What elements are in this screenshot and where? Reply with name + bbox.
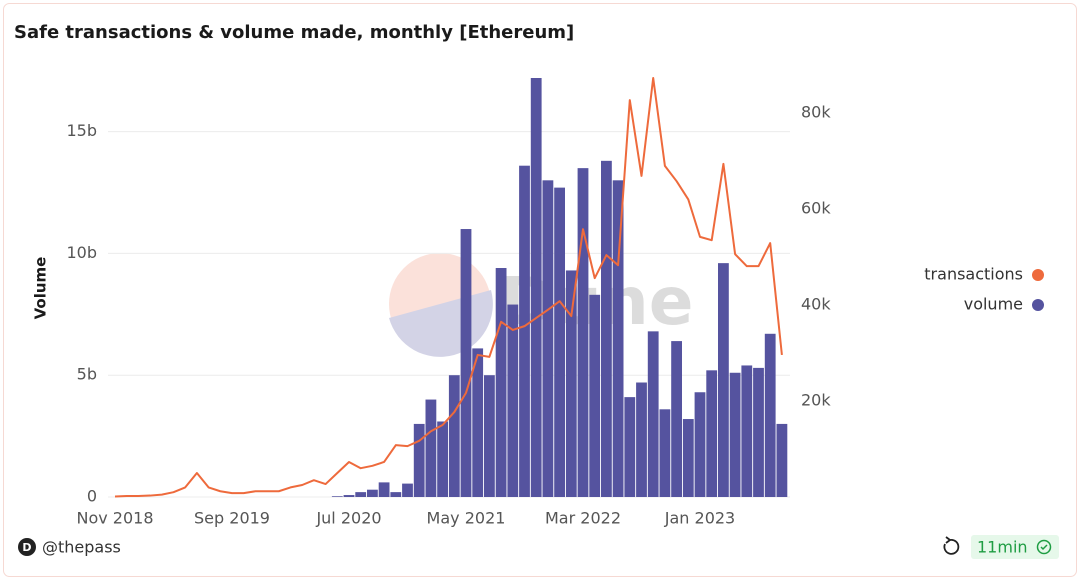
- bar: [589, 294, 601, 497]
- bar: [378, 482, 390, 497]
- author: @thepass: [42, 538, 121, 557]
- bar: [682, 419, 694, 497]
- y2-tick-label: 60k: [801, 199, 831, 218]
- x-tick-label: May 2021: [427, 509, 506, 528]
- bar: [355, 492, 367, 497]
- bar: [554, 187, 565, 498]
- refresh-age: 11min: [977, 538, 1028, 557]
- y-tick-label: 10b: [66, 243, 97, 262]
- y-tick-label: 15b: [66, 121, 97, 140]
- refresh-icon[interactable]: [943, 536, 960, 555]
- bar: [542, 180, 554, 497]
- bar: [718, 263, 729, 497]
- bar: [764, 333, 776, 497]
- bar: [671, 341, 682, 497]
- x-tick-label: Nov 2018: [76, 509, 153, 528]
- x-tick-label: Jan 2023: [664, 509, 735, 528]
- legend-label: volume: [964, 295, 1023, 314]
- bar: [390, 492, 402, 497]
- bar: [425, 399, 437, 497]
- bar: [647, 331, 659, 497]
- refresh-badge: [971, 535, 1059, 559]
- y2-tick-label: 80k: [801, 103, 831, 122]
- x-tick-label: Jul 2020: [315, 509, 381, 528]
- bar: [413, 423, 425, 497]
- bar: [448, 375, 460, 497]
- bar: [706, 370, 718, 497]
- check-icon: [1036, 539, 1052, 555]
- bar: [402, 483, 413, 497]
- bar: [565, 270, 577, 497]
- bar: [472, 348, 484, 497]
- bar: [741, 365, 753, 497]
- bar: [367, 489, 378, 497]
- lines: [114, 77, 783, 498]
- check-mark: [1040, 544, 1048, 551]
- legend-label: transactions: [924, 265, 1023, 284]
- y-tick-label: 0: [87, 487, 97, 506]
- bar: [577, 168, 589, 497]
- bar: [753, 367, 764, 497]
- bar: [484, 375, 495, 497]
- bar: [624, 397, 636, 497]
- bars: [331, 78, 788, 498]
- bar: [331, 496, 343, 497]
- y2-tick-label: 20k: [801, 391, 831, 410]
- bar: [601, 160, 612, 498]
- bar: [612, 180, 624, 497]
- y-tick-label: 5b: [77, 365, 97, 384]
- y2-tick-label: 40k: [801, 295, 831, 314]
- y-axis-label: Volume: [32, 257, 50, 320]
- bar: [776, 423, 788, 497]
- bar: [437, 421, 448, 497]
- bar: [659, 409, 671, 497]
- bar: [636, 382, 647, 497]
- bar: [495, 268, 507, 497]
- bar: [519, 165, 530, 497]
- author-icon: [18, 538, 36, 556]
- chart-title: Safe transactions & volume made, monthly…: [14, 22, 574, 43]
- x-tick-label: Mar 2022: [545, 509, 621, 528]
- bar: [460, 229, 472, 497]
- legend-swatch: [1032, 299, 1044, 311]
- bar: [530, 78, 542, 497]
- bar: [343, 495, 355, 497]
- line: [114, 77, 783, 498]
- legend-swatch: [1032, 269, 1044, 281]
- author-icon-glyph: D: [22, 541, 31, 554]
- bar: [729, 372, 741, 497]
- x-tick-label: Sep 2019: [194, 509, 270, 528]
- bar: [694, 392, 706, 497]
- bar: [507, 304, 519, 497]
